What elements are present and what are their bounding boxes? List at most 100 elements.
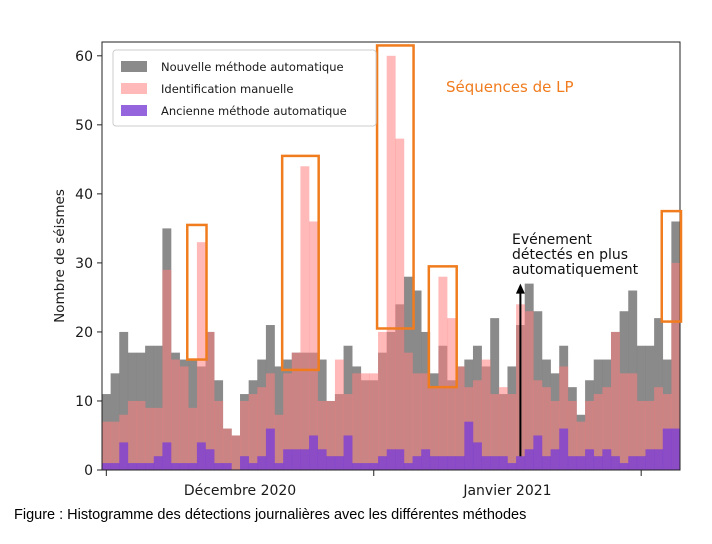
bar [162,269,172,470]
bar [145,407,155,470]
bar [102,421,111,470]
bar [283,449,293,470]
bar [110,463,120,470]
bar [429,456,439,470]
bar [403,352,413,470]
bar [610,456,620,470]
bar [490,456,500,470]
bar [317,449,327,470]
bar [283,373,293,470]
y-axis-label: Nombre de séismes [52,189,68,323]
bar [619,463,629,470]
lp-sequence-highlight [427,265,458,389]
histogram-chart: 0 10 20 30 40 50 60 Nombre de séismes Décembre 2… [52,41,683,499]
bar [265,373,275,470]
bar [386,55,396,471]
series-3 [102,421,681,470]
y-tick-label: 0 [84,463,93,479]
bar [421,449,431,470]
legend-swatch [121,83,147,94]
bar [403,463,413,470]
bar [352,463,362,470]
lp-sequence-highlight [375,44,415,330]
bar [455,456,465,470]
y-tick-label: 30 [75,256,93,272]
bar [110,373,120,470]
figure-caption: Figure : Histogramme des détections jour… [14,507,527,523]
bar [343,394,353,470]
bar [188,463,198,470]
bar [240,456,249,470]
bar [222,428,232,470]
lp-sequence-highlight [660,209,683,323]
bar [628,456,638,470]
bar [429,387,439,470]
lp-sequence-highlight [280,154,320,372]
bar [455,366,465,470]
bar [541,387,551,470]
bar [654,387,664,470]
bar [524,449,534,470]
bar [274,414,284,470]
bar [291,352,301,470]
bar [636,400,646,470]
bar [171,463,180,470]
bar [248,463,258,470]
bar [412,456,422,470]
bar [498,387,508,470]
bar [153,407,163,470]
bar [127,463,137,470]
bar [162,442,172,470]
event-arrow-head [515,283,525,294]
bar [472,380,482,470]
bar [102,463,111,470]
legend-entry: Identification manuelle [161,82,293,96]
bar [119,414,129,470]
bar [671,262,681,470]
bar [265,428,275,470]
bar [567,400,577,470]
y-tick-label: 20 [75,325,93,341]
bar [481,359,491,470]
bar [343,435,353,470]
bar [550,449,560,470]
bar [498,456,508,470]
bar [214,463,224,470]
bar [240,400,249,470]
bar [472,442,482,470]
bar [360,373,370,470]
legend-box [112,49,377,127]
bar [119,331,129,470]
bar [507,394,517,470]
lp-sequence-highlight [186,223,208,361]
bar [222,463,232,470]
bar [326,400,336,470]
bar [636,456,646,470]
bar [481,456,491,470]
bar [438,276,448,470]
bar [360,463,370,470]
bar [127,400,137,470]
bar [593,456,603,470]
bar [257,456,267,470]
y-tick-label: 40 [75,187,93,203]
bar [334,456,344,470]
y-tick-label: 10 [75,394,93,410]
bar [533,380,543,470]
bar [119,442,129,470]
bar [541,456,551,470]
bar [257,387,267,470]
bar [438,456,448,470]
bar [153,456,163,470]
bar [136,463,146,470]
bar [559,428,569,470]
bar [205,331,215,470]
bar [231,435,241,470]
bar [188,407,198,470]
legend-entry: Nouvelle méthode automatique [161,60,344,74]
bar [524,311,534,470]
bar [610,331,620,470]
bar [421,373,431,470]
bar [196,242,206,470]
bar [447,456,456,470]
